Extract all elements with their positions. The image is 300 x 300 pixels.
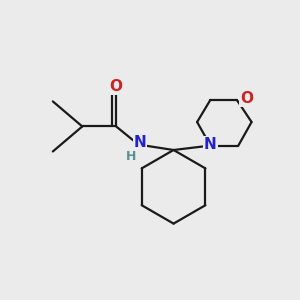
Text: H: H — [126, 150, 136, 163]
Text: N: N — [204, 136, 217, 152]
Text: O: O — [240, 91, 253, 106]
Text: O: O — [110, 79, 123, 94]
Text: N: N — [133, 135, 146, 150]
